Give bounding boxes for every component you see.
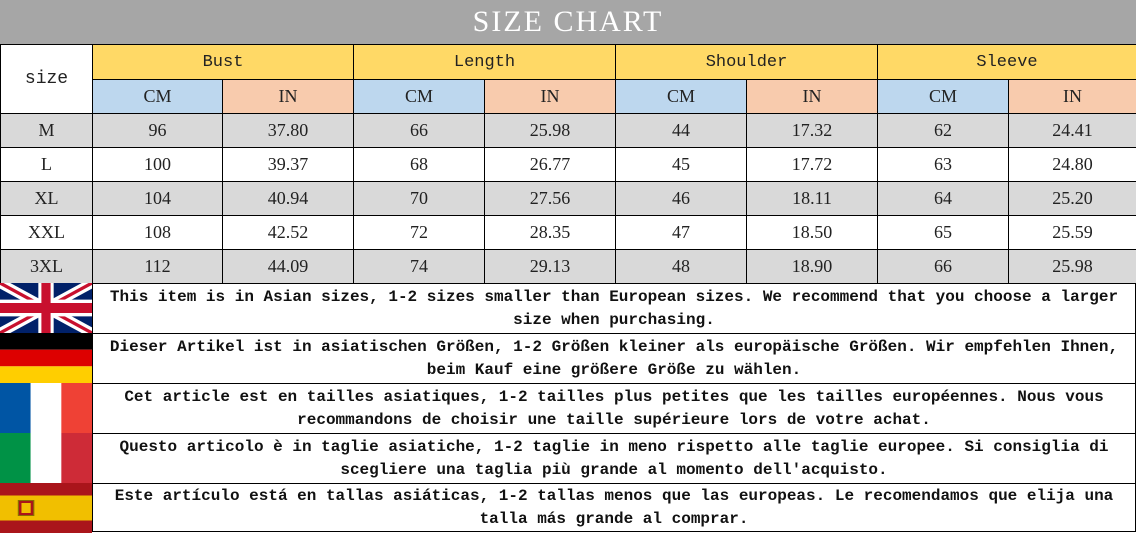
value-cell: 104	[92, 181, 223, 216]
value-cell: 96	[92, 113, 223, 148]
value-cell: 70	[353, 181, 485, 216]
note-text: This item is in Asian sizes, 1-2 sizes s…	[92, 283, 1136, 334]
value-cell: 62	[877, 113, 1009, 148]
value-cell: 29.13	[484, 249, 616, 284]
value-cell: 25.98	[1008, 249, 1136, 284]
value-cell: 40.94	[222, 181, 354, 216]
italy-flag-icon	[0, 433, 92, 483]
value-cell: 44.09	[222, 249, 354, 284]
value-cell: 42.52	[222, 215, 354, 250]
note-text: Este artículo está en tallas asiáticas, …	[92, 483, 1136, 532]
unit-header-in: IN	[222, 79, 354, 114]
value-cell: 39.37	[222, 147, 354, 182]
value-cell: 72	[353, 215, 485, 250]
value-cell: 47	[615, 215, 747, 250]
value-cell: 44	[615, 113, 747, 148]
group-header-length: Length	[353, 44, 616, 80]
value-cell: 37.80	[222, 113, 354, 148]
size-cell: XL	[0, 181, 93, 216]
value-cell: 46	[615, 181, 747, 216]
chart-title: SIZE CHART	[0, 0, 1136, 44]
unit-header-cm: CM	[615, 79, 747, 114]
value-cell: 17.72	[746, 147, 878, 182]
spain-flag-icon	[0, 483, 92, 533]
unit-header-cm: CM	[92, 79, 223, 114]
unit-header-cm: CM	[353, 79, 485, 114]
value-cell: 66	[353, 113, 485, 148]
value-cell: 18.11	[746, 181, 878, 216]
value-cell: 66	[877, 249, 1009, 284]
value-cell: 25.20	[1008, 181, 1136, 216]
value-cell: 27.56	[484, 181, 616, 216]
value-cell: 18.50	[746, 215, 878, 250]
germany-flag-icon	[0, 333, 92, 383]
value-cell: 68	[353, 147, 485, 182]
value-cell: 28.35	[484, 215, 616, 250]
value-cell: 48	[615, 249, 747, 284]
unit-header-in: IN	[484, 79, 616, 114]
note-text: Cet article est en tailles asiatiques, 1…	[92, 383, 1136, 434]
uk-flag-icon	[0, 283, 92, 333]
size-cell: M	[0, 113, 93, 148]
size-cell: XXL	[0, 215, 93, 250]
note-text: Dieser Artikel ist in asiatischen Größen…	[92, 333, 1136, 384]
unit-header-cm: CM	[877, 79, 1009, 114]
note-text: Questo articolo è in taglie asiatiche, 1…	[92, 433, 1136, 484]
group-header-bust: Bust	[92, 44, 354, 80]
value-cell: 45	[615, 147, 747, 182]
value-cell: 74	[353, 249, 485, 284]
value-cell: 24.80	[1008, 147, 1136, 182]
value-cell: 17.32	[746, 113, 878, 148]
size-header: size	[0, 44, 93, 114]
value-cell: 26.77	[484, 147, 616, 182]
value-cell: 108	[92, 215, 223, 250]
value-cell: 112	[92, 249, 223, 284]
group-header-shoulder: Shoulder	[615, 44, 878, 80]
value-cell: 65	[877, 215, 1009, 250]
group-header-sleeve: Sleeve	[877, 44, 1136, 80]
unit-header-in: IN	[1008, 79, 1136, 114]
value-cell: 63	[877, 147, 1009, 182]
value-cell: 18.90	[746, 249, 878, 284]
size-cell: 3XL	[0, 249, 93, 284]
value-cell: 25.59	[1008, 215, 1136, 250]
france-flag-icon	[0, 383, 92, 433]
value-cell: 24.41	[1008, 113, 1136, 148]
size-cell: L	[0, 147, 93, 182]
value-cell: 100	[92, 147, 223, 182]
value-cell: 25.98	[484, 113, 616, 148]
unit-header-in: IN	[746, 79, 878, 114]
value-cell: 64	[877, 181, 1009, 216]
